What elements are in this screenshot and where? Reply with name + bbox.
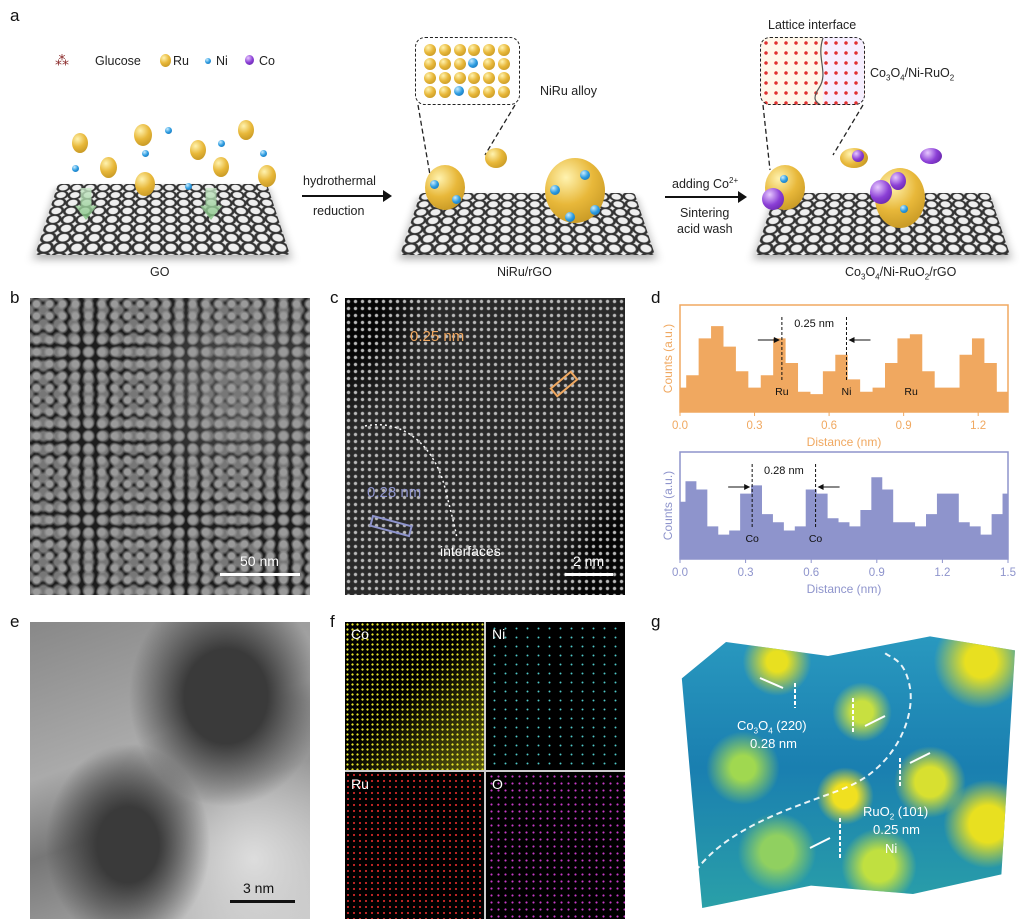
panel-label-e: e	[10, 612, 20, 631]
y-axis-label: Counts (a.u.)	[661, 471, 675, 540]
marker-label: Ru	[775, 386, 789, 398]
co3o4-spacing: 0.28 nm	[750, 736, 797, 751]
scale-bar	[565, 573, 613, 576]
sem-image: 50 nm	[30, 298, 310, 595]
plot-frame	[679, 451, 1009, 560]
x-tick-label: 0.6	[803, 567, 819, 579]
co3o4-ni-ruo2-label: Co3O4/Ni-RuO2	[870, 66, 955, 83]
panel-label-a: a	[10, 6, 20, 25]
co-atom-icon	[245, 55, 254, 65]
legend-glucose: Glucose	[95, 54, 141, 68]
x-axis-label: Distance (nm)	[807, 582, 882, 596]
go-label: GO	[150, 265, 170, 279]
panel-label-d: d	[651, 288, 661, 307]
eds-map-co: Co	[345, 622, 484, 770]
eds-map-ni: Ni	[486, 622, 625, 770]
scale-bar	[230, 900, 295, 903]
inset2-zoom-lines	[762, 104, 864, 171]
scale-bar-label: 2 nm	[573, 553, 605, 569]
marker-label: Co	[809, 533, 823, 545]
panel-label-c: c	[330, 288, 339, 307]
lattice-interface-title: Lattice interface	[768, 18, 857, 32]
eds-maps: Co Ni Ru O	[345, 622, 625, 919]
arrow2-mid-text: Sintering	[680, 206, 730, 220]
haadf-stem-image: 0.25 nm 0.28 nm interfaces 2 nm	[345, 298, 625, 595]
x-tick-label: 0.3	[738, 567, 754, 579]
x-axis-label: Distance (nm)	[807, 435, 882, 449]
x-tick-label: 0.3	[747, 420, 763, 432]
x-tick-label: 1.5	[1000, 567, 1016, 579]
co3o4-220-label: Co3O4 (220)	[737, 718, 807, 736]
arrow-right-icon	[302, 190, 392, 202]
marker-label: Ni	[842, 386, 852, 398]
niru-alloy-inset	[415, 37, 520, 105]
eds-map-ru: Ru	[345, 771, 484, 919]
x-tick-label: 0.6	[821, 420, 837, 432]
x-tick-label: 0.9	[896, 420, 912, 432]
niru-alloy-label: NiRu alloy	[540, 84, 597, 98]
x-tick-label: 0.9	[869, 567, 885, 579]
ni-atom-icon	[205, 58, 211, 64]
legend-co: Co	[259, 54, 275, 68]
scale-bar	[220, 573, 300, 576]
panel-label-f: f	[330, 612, 335, 631]
arrow1-top-text: hydrothermal	[303, 174, 376, 188]
marker-label: Ru	[904, 386, 918, 398]
co3o4-rgo-label: Co3O4/Ni-RuO2/rGO	[845, 265, 957, 282]
panel-label-g: g	[651, 612, 661, 631]
profile-area	[680, 477, 1008, 559]
eds-map-o: O	[486, 771, 625, 919]
ruo2-101-label: RuO2 (101)	[863, 804, 929, 822]
inset1-zoom-lines	[417, 104, 516, 176]
nirugo-label: NiRu/rGO	[497, 265, 552, 279]
arrow2-bottom-text: acid wash	[677, 222, 733, 236]
spacing-top-label: 0.25 nm	[410, 328, 465, 345]
x-tick-label: 0.0	[672, 420, 688, 432]
spacing-annotation: 0.28 nm	[764, 465, 804, 477]
line-profile-chart-orange: Counts (a.u.) Distance (nm) 0.0 0.3 0.6 0.9 1.…	[661, 304, 1009, 462]
spacing-bottom-label: 0.28 nm	[367, 484, 422, 501]
interfaces-label: interfaces	[440, 543, 501, 559]
scale-bar-label: 3 nm	[243, 880, 275, 896]
go-sheet-illustration	[35, 140, 290, 255]
x-tick-label: 0.0	[672, 567, 688, 579]
stem-image: 3 nm	[30, 622, 310, 919]
x-tick-label: 1.2	[970, 420, 986, 432]
panel-label-b: b	[10, 288, 20, 307]
arrow1-bottom-text: reduction	[313, 204, 365, 218]
spacing-annotation: 0.25 nm	[794, 318, 834, 330]
arrow-right-icon	[665, 191, 747, 203]
marker-label: Co	[745, 533, 759, 545]
plot-frame	[679, 304, 1009, 413]
line-profile-chart-purple: Counts (a.u.) Distance (nm) 0.0 0.3 0.6 0.9 1.…	[661, 451, 1016, 609]
x-tick-label: 1.2	[934, 567, 950, 579]
ni-label: Ni	[885, 841, 898, 856]
lattice-interface-inset	[760, 37, 865, 105]
profile-area	[680, 326, 1008, 412]
arrow2-top-text: adding Co2+	[672, 176, 739, 192]
3d-intensity-surface: Co3O4 (220) 0.28 nm RuO2 (101) 0.25 nm N…	[681, 636, 1015, 908]
glucose-molecule-icon: ⁂	[55, 52, 69, 68]
legend-ru: Ru	[173, 54, 189, 68]
ruo2-spacing: 0.25 nm	[873, 822, 920, 837]
legend-ni: Ni	[216, 54, 228, 68]
ru-atom-icon	[160, 54, 171, 67]
scale-bar-label: 50 nm	[240, 553, 279, 569]
y-axis-label: Counts (a.u.)	[661, 324, 675, 393]
